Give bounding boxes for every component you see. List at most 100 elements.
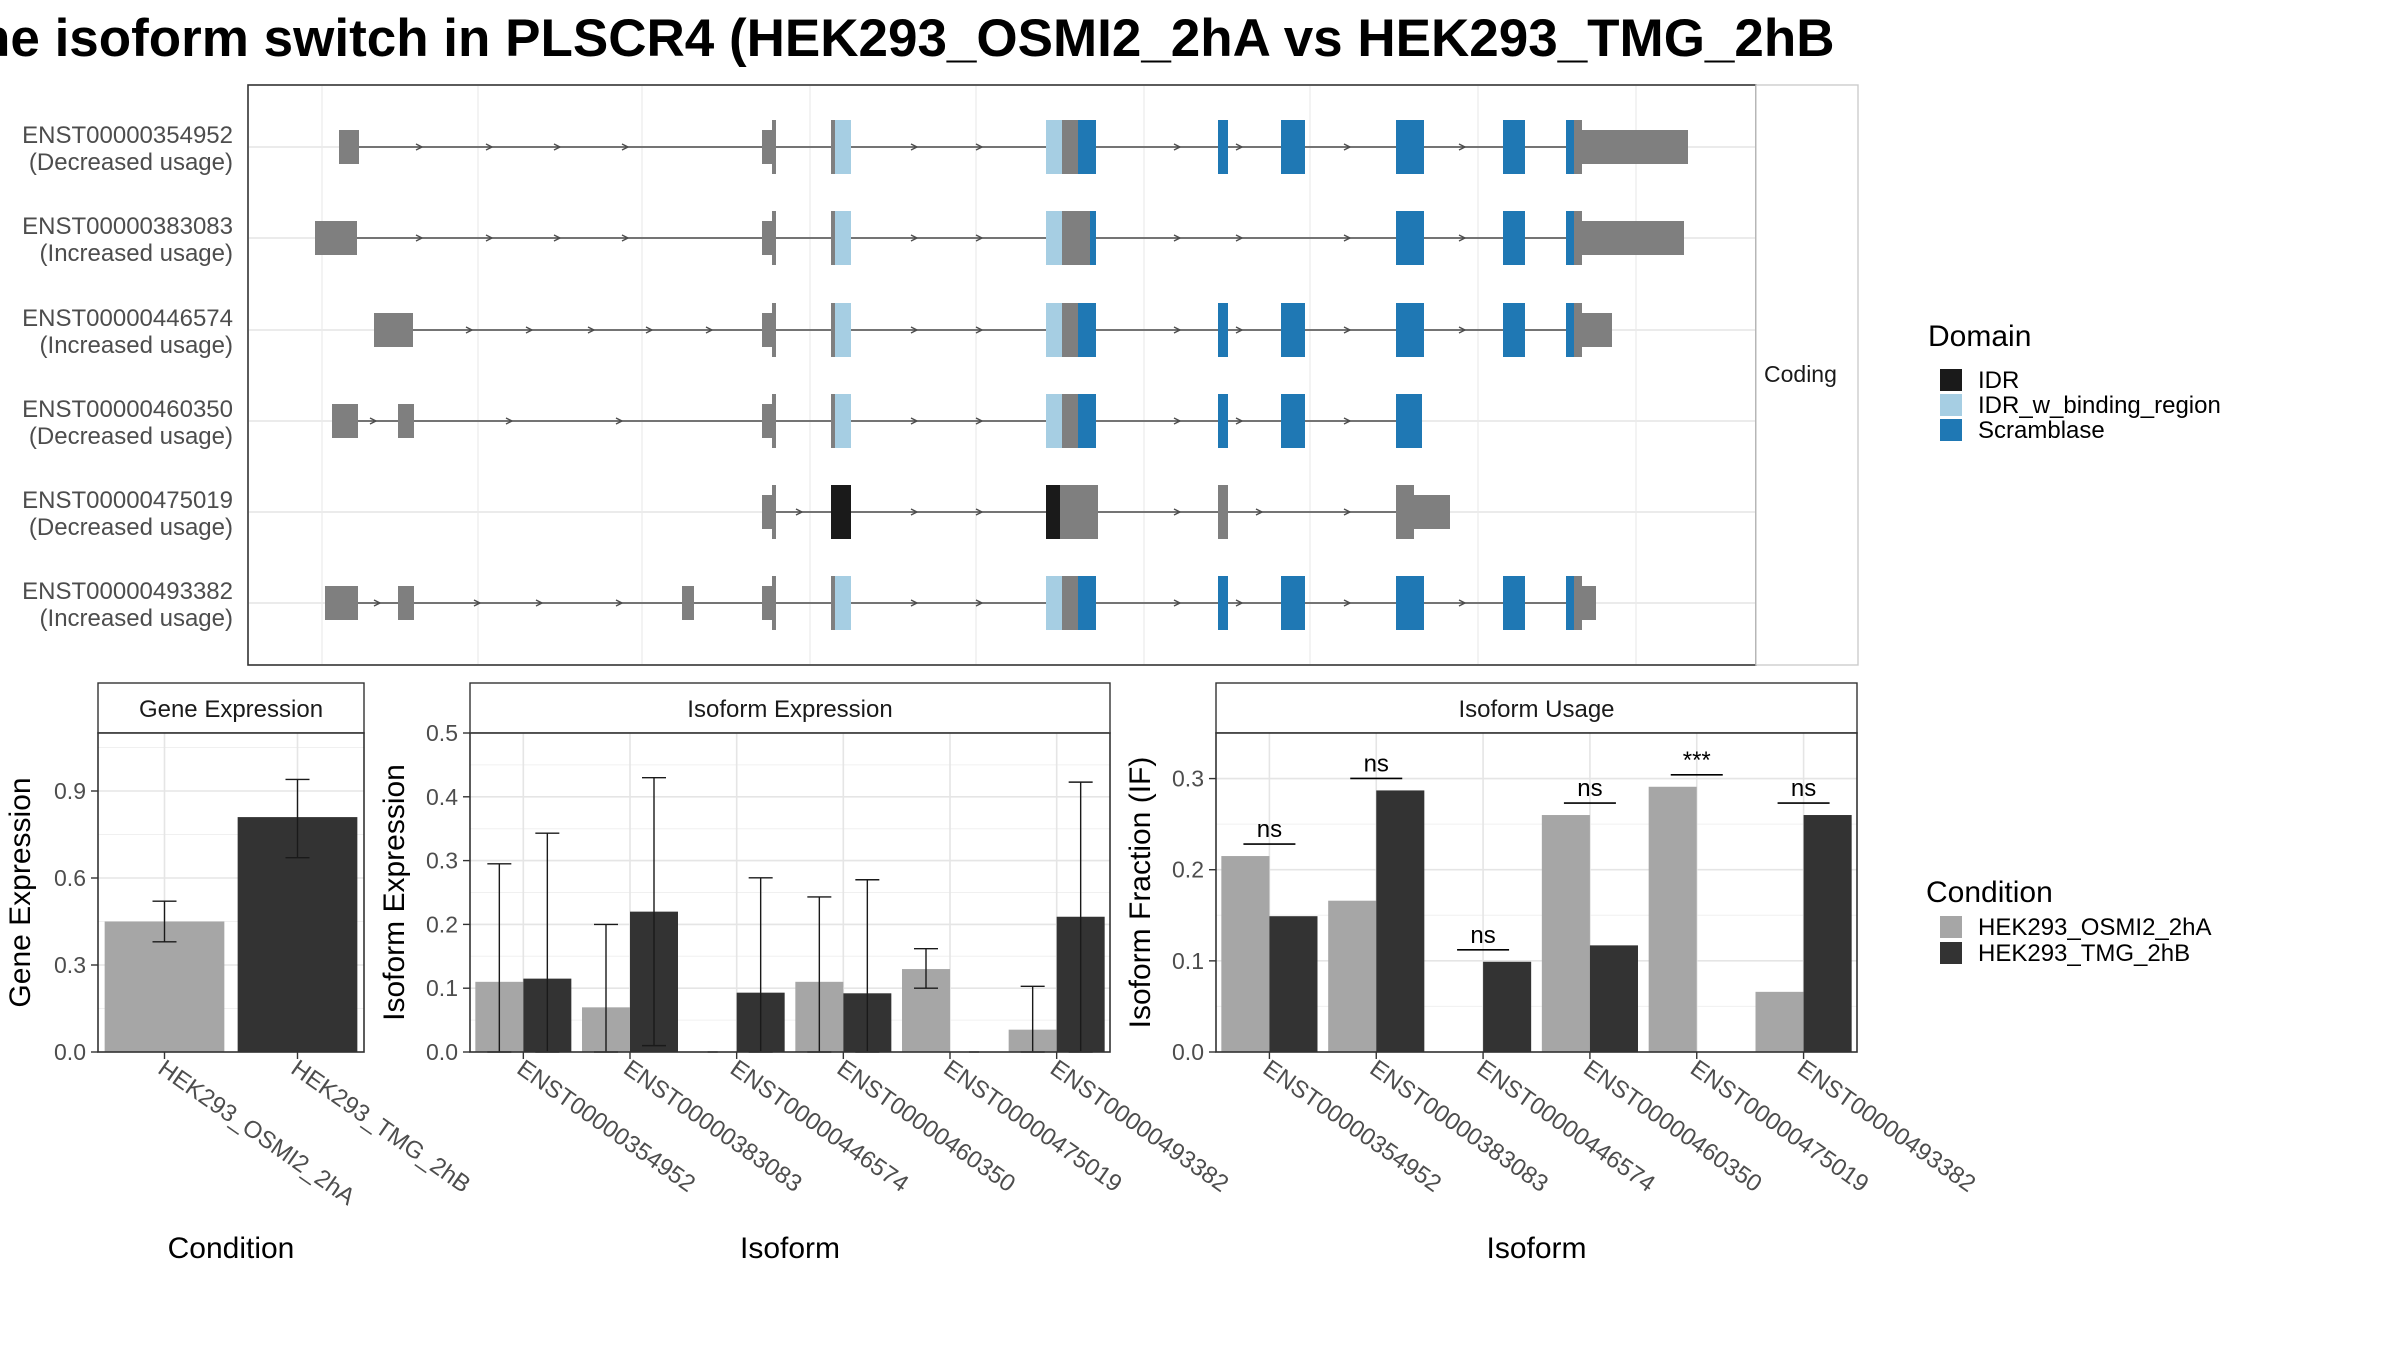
plot-panel — [1216, 733, 1857, 1052]
strand-arrow — [525, 326, 534, 334]
legend-label-idr: IDR — [1978, 367, 2019, 394]
legend-key-hek293-osmi2-2ha — [1940, 916, 1962, 938]
exon — [1046, 394, 1062, 448]
exon — [831, 485, 835, 539]
exon — [1574, 303, 1582, 357]
bar — [1221, 856, 1270, 1052]
x-tick-label: ENST00000354952 — [1258, 1055, 1446, 1198]
exon — [1062, 211, 1090, 265]
exon — [1281, 120, 1305, 174]
x-axis-title: Isoform — [1486, 1232, 1586, 1265]
exon — [835, 211, 851, 265]
y-tick-label: 0.5 — [426, 720, 458, 746]
transcript-track-ENST00000446574 — [374, 303, 1612, 357]
y-tick-label: 0.1 — [426, 975, 458, 1001]
exon — [1574, 576, 1582, 630]
strand-arrow — [910, 417, 919, 425]
legend-key-idr-w-binding-region — [1940, 394, 1962, 416]
bar — [1483, 961, 1532, 1052]
strand-arrow — [975, 326, 984, 334]
transcript-id-label: ENST00000460350 — [22, 396, 233, 423]
exon — [835, 394, 851, 448]
transcript-track-ENST00000493382 — [325, 576, 1596, 630]
strand-arrow — [645, 326, 654, 334]
exon — [1062, 394, 1078, 448]
transcript-labels: ENST00000354952(Decreased usage) ENST0000… — [22, 122, 233, 632]
bar — [1541, 815, 1590, 1052]
strand-arrow — [621, 234, 630, 242]
transcript-id-label: ENST00000354952 — [22, 122, 233, 149]
strand-arrow — [1235, 599, 1244, 607]
exon — [1566, 576, 1574, 630]
exon — [762, 495, 772, 529]
exon — [1218, 576, 1228, 630]
strand-arrow — [1343, 326, 1352, 334]
exon — [835, 303, 851, 357]
exon — [1503, 303, 1525, 357]
strand-arrow — [505, 417, 514, 425]
exon — [1503, 576, 1525, 630]
exon — [1046, 120, 1062, 174]
strand-arrow — [1343, 234, 1352, 242]
legend-label-scramblase: Scramblase — [1978, 417, 2105, 444]
strand-arrow — [910, 143, 919, 151]
facet-strip — [1215, 682, 1858, 734]
exon — [1574, 211, 1582, 265]
exon — [1218, 394, 1228, 448]
strand-arrow — [1343, 508, 1352, 516]
strand-arrow — [975, 599, 984, 607]
strand-arrow — [553, 234, 562, 242]
strand-arrow — [615, 599, 624, 607]
legend-label-hek293-tmg-2hb: HEK293_TMG_2hB — [1978, 940, 2190, 967]
exon — [325, 586, 358, 620]
exon — [339, 130, 359, 164]
strand-arrow — [1255, 508, 1264, 516]
exon — [1046, 211, 1062, 265]
exon — [1414, 495, 1450, 529]
transcript-tracks — [315, 120, 1688, 630]
bar — [1755, 991, 1804, 1052]
strand-arrow — [975, 143, 984, 151]
bar — [1648, 786, 1697, 1052]
x-tick-label: ENST00000383083 — [619, 1055, 807, 1198]
legend-key-scramblase — [1940, 419, 1962, 441]
exon — [762, 586, 772, 620]
exon — [1503, 211, 1525, 265]
transcript-usage-label: (Decreased usage) — [29, 149, 233, 176]
strand-arrow — [485, 234, 494, 242]
strand-arrow — [485, 143, 494, 151]
legend-label-hek293-osmi2-2ha: HEK293_OSMI2_2hA — [1978, 914, 2211, 941]
exon — [1566, 303, 1574, 357]
strand-arrow — [1458, 234, 1467, 242]
facet-strip-coding — [1755, 84, 1859, 666]
exon — [1078, 394, 1096, 448]
exon — [1046, 485, 1060, 539]
exon — [1582, 313, 1612, 347]
exon — [1218, 485, 1228, 539]
exon — [1062, 576, 1078, 630]
transcript-id-label: ENST00000446574 — [22, 305, 233, 332]
strand-arrow — [910, 508, 919, 516]
strand-arrow — [621, 143, 630, 151]
y-tick-label: 0.0 — [1172, 1039, 1204, 1065]
strand-arrow — [705, 326, 714, 334]
exon — [682, 586, 694, 620]
exon — [831, 576, 835, 630]
transcript-panel: ENST00000354952(Decreased usage) ENST0000… — [22, 84, 1859, 666]
exon — [398, 586, 414, 620]
strand-arrow — [1173, 599, 1182, 607]
condition-legend-title: Condition — [1926, 876, 2053, 909]
exon — [1078, 303, 1096, 357]
bar — [1589, 945, 1638, 1052]
strand-arrow — [1173, 326, 1182, 334]
y-axis-title: Gene Expression — [4, 777, 37, 1007]
x-tick-label: ENST00000354952 — [512, 1055, 700, 1198]
exon — [1396, 394, 1422, 448]
bar — [104, 921, 225, 1052]
strand-arrow — [415, 143, 424, 151]
exon — [1582, 586, 1596, 620]
exon — [1090, 211, 1096, 265]
